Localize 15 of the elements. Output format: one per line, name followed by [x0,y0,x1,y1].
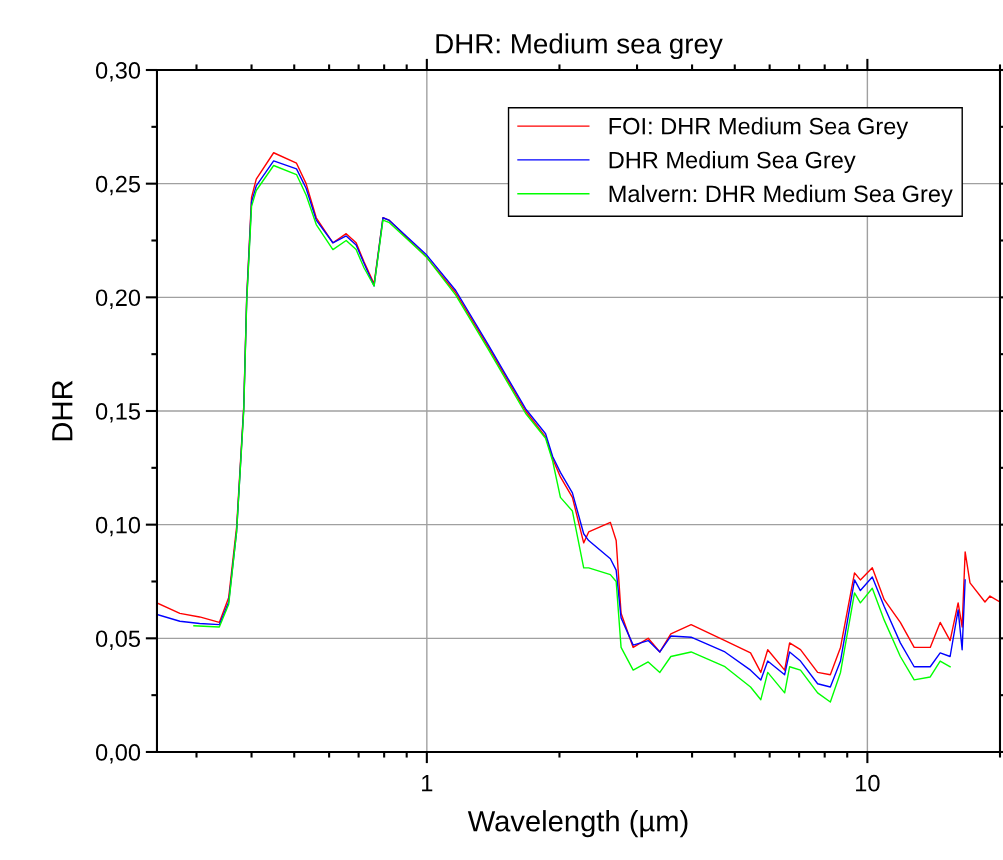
y-tick-label: 0,15 [95,403,141,423]
y-tick-label: 0,05 [95,630,141,650]
y-axis-title: DHR [52,380,73,441]
x-tick-label: 1 [422,775,433,792]
legend-label: DHR Medium Sea Grey [609,151,856,174]
y-tick-label: 0,25 [95,175,141,196]
x-axis-title: Wavelength (µm) [467,810,688,838]
legend-label: Malvern: DHR Medium Sea Grey [609,184,953,207]
legend-label: FOI: DHR Medium Sea Grey [609,117,909,140]
y-tick-label: 0,00 [95,744,141,764]
y-tick-label: 0,30 [95,62,141,82]
y-tick-label: 0,10 [95,516,141,537]
chart-title: DHR: Medium sea grey [436,33,723,60]
y-tick-label: 0,20 [95,289,141,309]
x-tick-label: 10 [856,774,880,792]
